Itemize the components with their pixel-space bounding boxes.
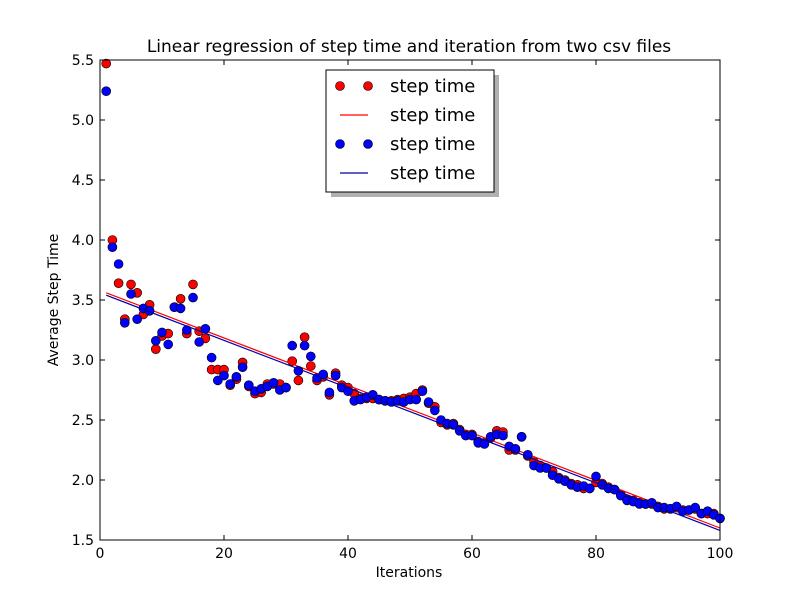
series-layer: [101, 58, 725, 531]
data-point-blue: [498, 430, 508, 441]
legend-marker: [335, 81, 345, 91]
legend-entry-red-line: step time: [340, 105, 475, 126]
x-tick-label: 60: [463, 546, 481, 562]
x-tick-label: 40: [339, 546, 357, 562]
chart-title: Linear regression of step time and itera…: [147, 37, 671, 57]
data-point-blue: [417, 386, 428, 397]
legend-marker: [363, 139, 373, 149]
data-point-red: [101, 58, 111, 69]
data-point-blue: [231, 371, 242, 382]
data-point-blue: [324, 387, 335, 398]
legend-label: step time: [390, 76, 475, 97]
data-point-blue: [281, 382, 291, 393]
data-point-blue: [244, 380, 254, 391]
data-point-blue: [101, 86, 111, 96]
x-axis-ticks: 0 20 40 60 80 100: [96, 60, 734, 562]
data-point-blue: [113, 259, 124, 269]
data-point-red: [293, 375, 304, 386]
legend-entry-blue-line: step time: [340, 163, 475, 184]
x-tick-label: 80: [587, 546, 605, 562]
data-point-red: [305, 361, 316, 371]
data-point-blue: [175, 303, 186, 314]
y-tick-label: 5.5: [72, 53, 94, 69]
data-point-blue: [411, 394, 422, 405]
x-tick-label: 0: [96, 546, 105, 562]
x-tick-label: 100: [707, 546, 734, 562]
data-point-red: [126, 279, 136, 290]
y-tick-label: 3.5: [72, 293, 94, 309]
data-point-blue: [287, 340, 298, 351]
x-axis-label: Iterations: [376, 565, 443, 581]
data-point-blue: [107, 242, 118, 252]
data-point-blue: [429, 405, 440, 416]
data-point-blue: [591, 471, 601, 482]
legend-marker: [335, 139, 345, 149]
data-point-blue: [157, 327, 167, 338]
legend-box: [325, 69, 495, 193]
y-axis-label: Average Step Time: [46, 234, 62, 367]
data-point-red: [113, 278, 124, 289]
data-point-red: [299, 332, 310, 343]
data-point-blue: [330, 370, 341, 381]
data-point-blue: [305, 351, 316, 362]
y-tick-label: 2.5: [72, 413, 94, 429]
y-tick-label: 3.0: [72, 353, 94, 369]
y-tick-label: 4.5: [72, 173, 94, 189]
data-point-blue: [299, 340, 310, 351]
legend-marker: [363, 81, 373, 91]
data-point-blue: [225, 379, 235, 389]
data-point-blue: [584, 483, 595, 494]
data-point-blue: [206, 352, 217, 363]
regression-line-blue: [105, 294, 721, 531]
data-point-blue: [126, 289, 136, 299]
data-point-blue: [237, 362, 248, 373]
y-tick-label: 2.0: [72, 473, 94, 489]
data-point-blue: [188, 292, 198, 303]
legend-label: step time: [390, 134, 475, 155]
legend-label: step time: [390, 163, 475, 184]
data-point-red: [188, 279, 198, 290]
legend-entry-red-points: step time: [335, 76, 475, 97]
y-tick-label: 5.0: [72, 113, 94, 129]
data-point-blue: [151, 335, 161, 346]
y-axis-ticks: 1.5 2.0 2.5 3.0 3.5 4.0 4.5 5.0 5.5: [72, 53, 720, 549]
data-point-blue: [268, 377, 279, 388]
data-point-blue: [163, 339, 173, 350]
data-point-blue: [219, 370, 229, 381]
data-point-blue: [423, 397, 434, 407]
data-point-blue: [120, 317, 130, 328]
x-tick-label: 20: [215, 546, 233, 562]
legend: step time step time step time step time: [325, 69, 499, 197]
y-tick-label: 4.0: [72, 233, 94, 249]
data-point-red: [175, 293, 186, 304]
data-point-blue: [194, 337, 204, 347]
y-tick-label: 1.5: [72, 533, 94, 549]
data-point-blue: [690, 502, 701, 513]
data-point-red: [151, 344, 161, 355]
legend-entry-blue-points: step time: [335, 134, 475, 155]
legend-label: step time: [390, 105, 475, 126]
data-point-blue: [132, 314, 142, 325]
data-point-blue: [516, 431, 527, 442]
